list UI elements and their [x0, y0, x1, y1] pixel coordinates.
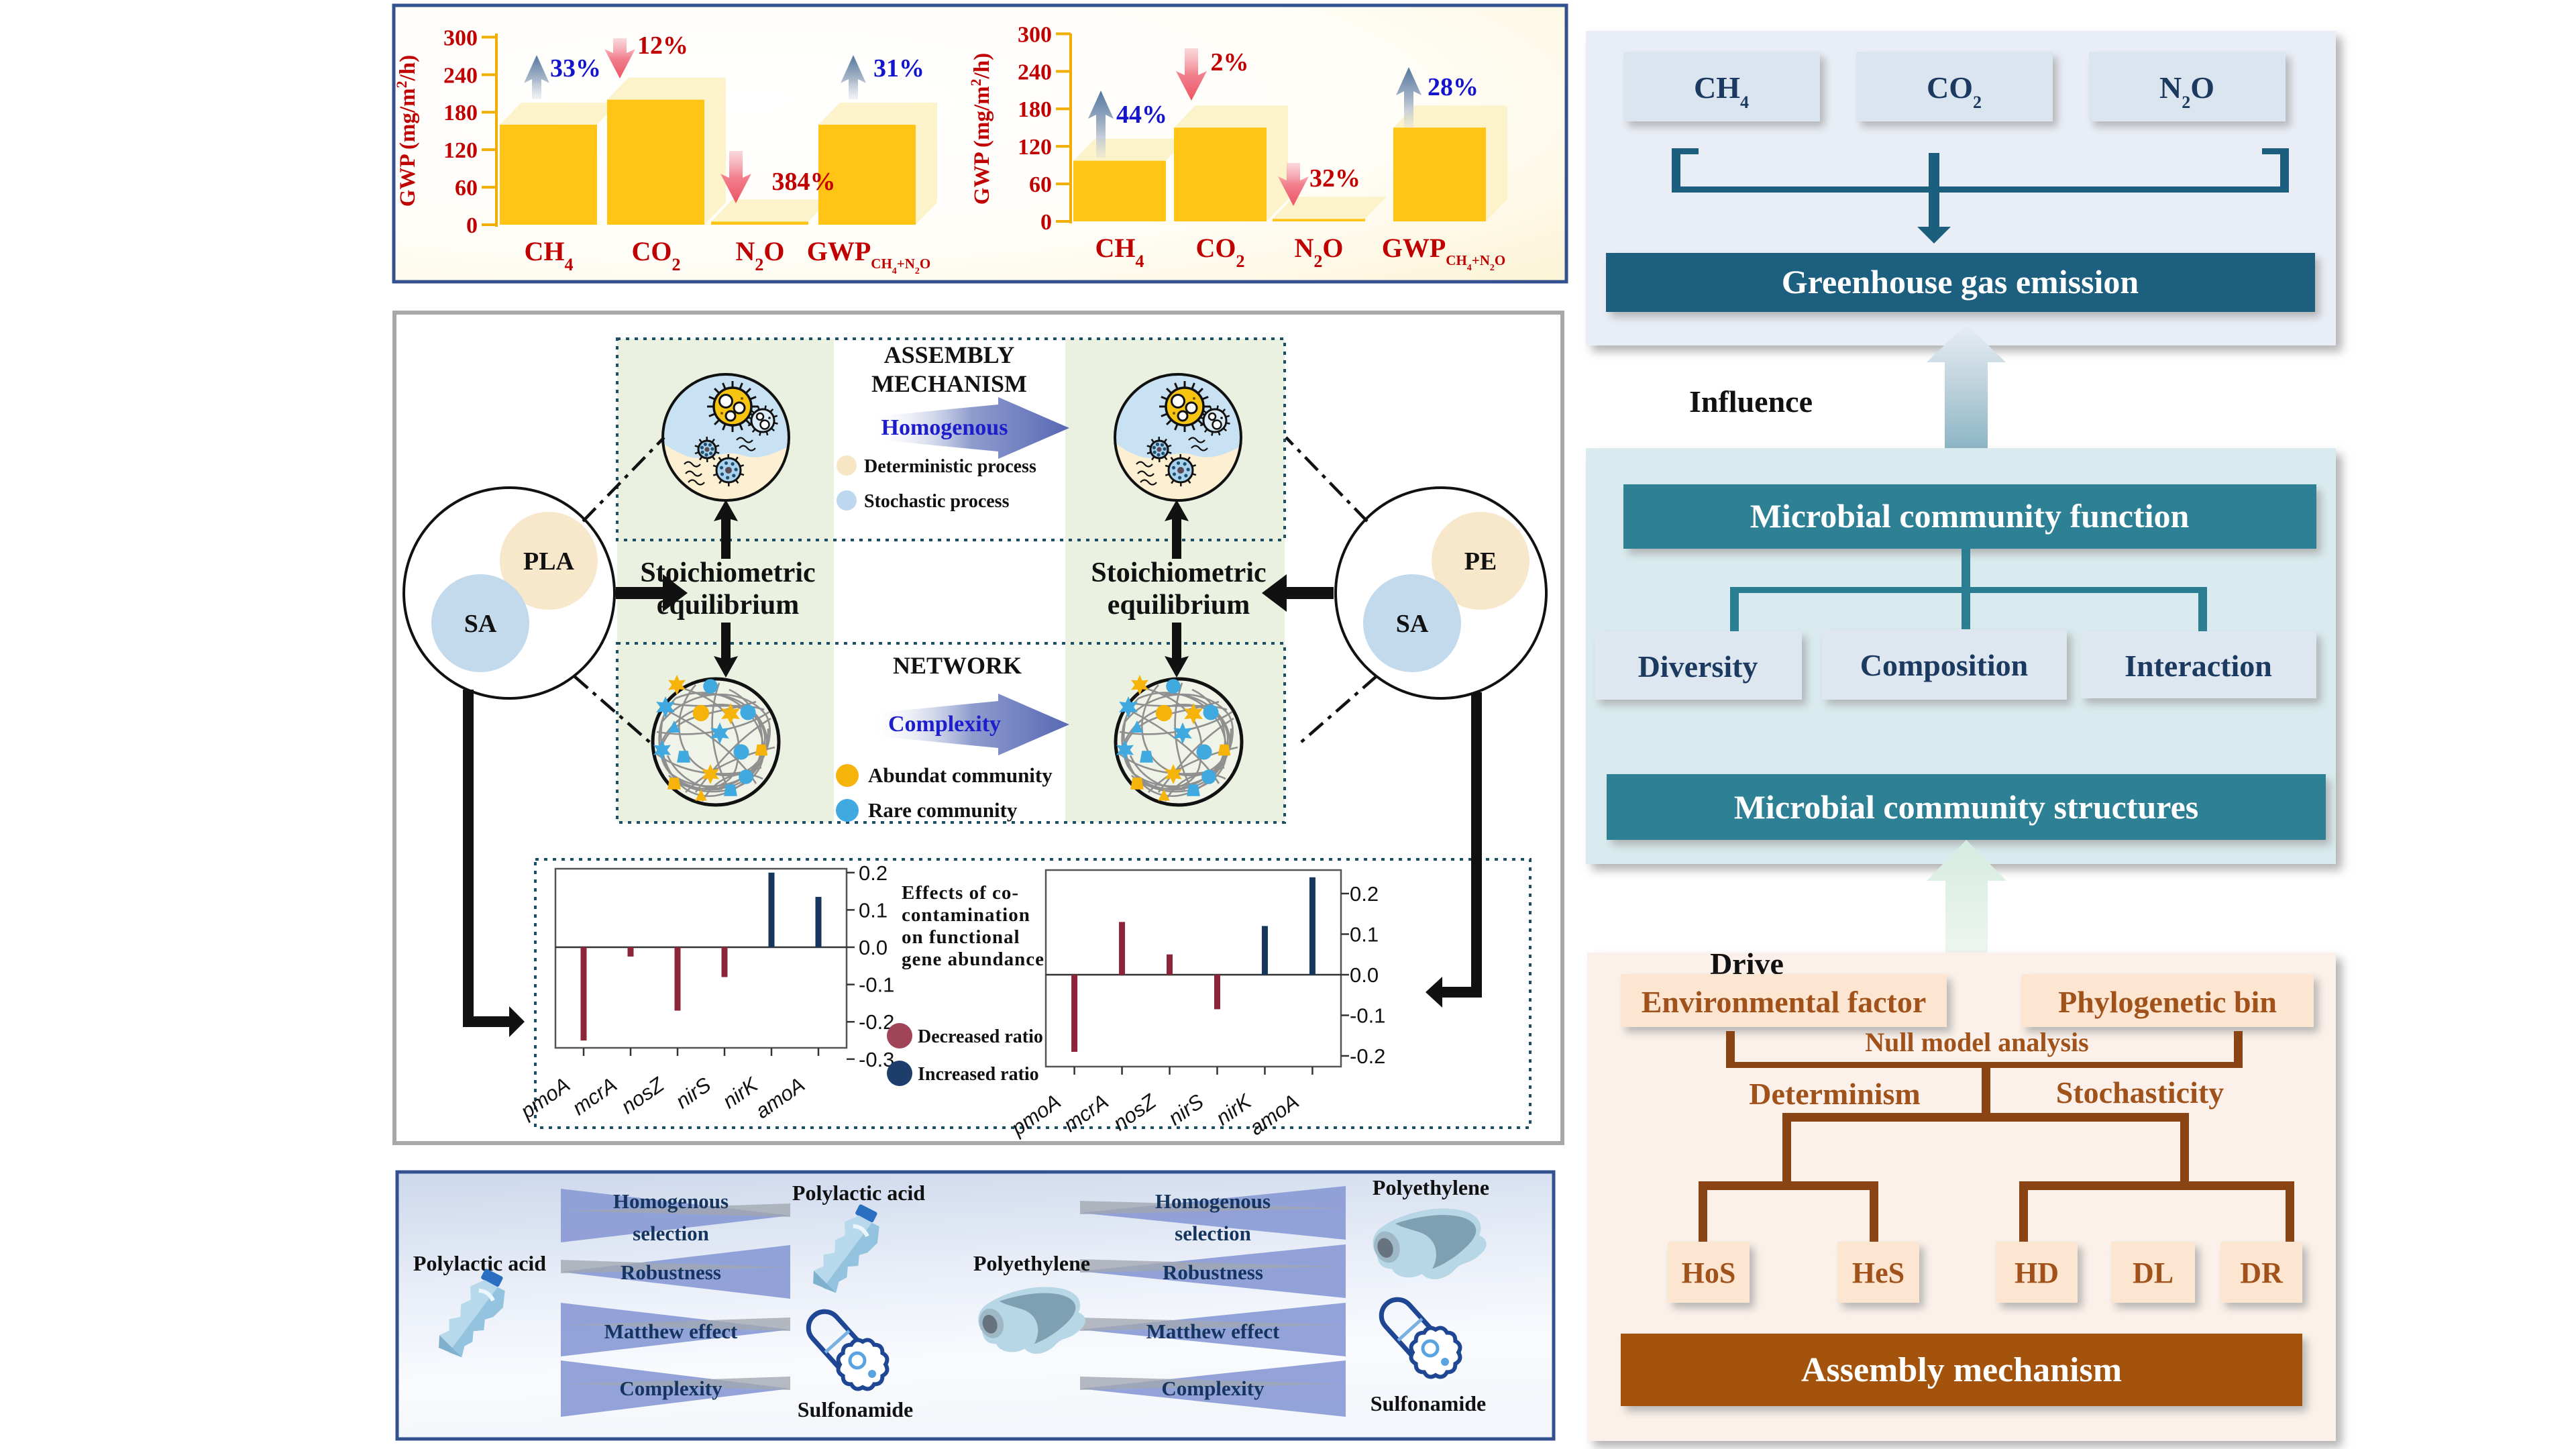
- svg-text:0: 0: [1040, 210, 1052, 235]
- svg-text:Deterministic process: Deterministic process: [864, 456, 1036, 477]
- svg-text:0.1: 0.1: [1350, 923, 1379, 947]
- svg-text:GWP (mg/m2/h): GWP (mg/m2/h): [967, 53, 995, 205]
- svg-text:33%: 33%: [550, 54, 601, 83]
- svg-text:HD: HD: [2015, 1256, 2059, 1289]
- svg-text:Influence: Influence: [1689, 384, 1813, 419]
- svg-text:180: 180: [443, 101, 478, 125]
- svg-text:Complexity: Complexity: [619, 1377, 722, 1400]
- svg-text:Sulfonamide: Sulfonamide: [1371, 1391, 1486, 1415]
- svg-text:28%: 28%: [1428, 73, 1479, 101]
- svg-text:selection: selection: [1175, 1222, 1251, 1245]
- svg-text:HoS: HoS: [1682, 1256, 1736, 1289]
- svg-text:on functional: on functional: [902, 926, 1020, 948]
- svg-text:Stoichiometric: Stoichiometric: [1091, 557, 1266, 588]
- svg-text:PE: PE: [1464, 547, 1497, 576]
- svg-text:SA: SA: [1396, 610, 1429, 638]
- svg-text:Polyethylene: Polyethylene: [973, 1251, 1090, 1275]
- svg-text:180: 180: [1018, 97, 1052, 122]
- svg-text:384%: 384%: [772, 168, 836, 196]
- svg-text:Null model analysis: Null model analysis: [1865, 1027, 2088, 1057]
- svg-text:Greenhouse gas emission: Greenhouse gas emission: [1782, 263, 2139, 301]
- svg-text:Robustness: Robustness: [1163, 1260, 1263, 1284]
- svg-text:Interaction: Interaction: [2125, 649, 2272, 683]
- svg-text:GWP (mg/m2/h): GWP (mg/m2/h): [393, 55, 421, 207]
- svg-text:-0.1: -0.1: [1350, 1004, 1385, 1028]
- svg-text:240: 240: [1018, 60, 1052, 85]
- svg-text:0: 0: [466, 213, 478, 238]
- svg-text:Effects of co-: Effects of co-: [902, 882, 1019, 904]
- svg-text:Microbial community structures: Microbial community structures: [1734, 788, 2199, 826]
- svg-text:0.2: 0.2: [1350, 882, 1379, 906]
- svg-text:contamination: contamination: [902, 904, 1030, 926]
- svg-text:240: 240: [443, 63, 478, 88]
- svg-text:32%: 32%: [1309, 164, 1360, 193]
- svg-text:2%: 2%: [1211, 48, 1249, 76]
- svg-text:Homogenous: Homogenous: [613, 1189, 729, 1213]
- svg-text:Microbial community function: Microbial community function: [1750, 497, 2190, 535]
- svg-text:Polylactic acid: Polylactic acid: [792, 1181, 925, 1205]
- svg-text:Polylactic acid: Polylactic acid: [413, 1251, 546, 1275]
- svg-text:Increased ratio: Increased ratio: [918, 1064, 1039, 1085]
- svg-text:Decreased ratio: Decreased ratio: [918, 1026, 1043, 1047]
- svg-text:Homogenous: Homogenous: [881, 415, 1008, 440]
- svg-text:Environmental factor: Environmental factor: [1642, 985, 1927, 1019]
- svg-text:Polyethylene: Polyethylene: [1373, 1175, 1489, 1199]
- svg-text:Robustness: Robustness: [621, 1260, 721, 1284]
- svg-text:HeS: HeS: [1852, 1256, 1904, 1289]
- svg-text:DL: DL: [2133, 1256, 2174, 1289]
- svg-text:Matthew effect: Matthew effect: [604, 1320, 738, 1343]
- svg-text:300: 300: [443, 25, 478, 50]
- svg-text:equilibrium: equilibrium: [1108, 590, 1250, 621]
- svg-text:Composition: Composition: [1860, 648, 2028, 682]
- svg-text:selection: selection: [633, 1222, 709, 1245]
- svg-text:44%: 44%: [1116, 101, 1167, 129]
- svg-text:Determinism: Determinism: [1749, 1077, 1920, 1111]
- svg-text:Diversity: Diversity: [1638, 649, 1758, 684]
- svg-text:PLA: PLA: [523, 547, 575, 576]
- svg-text:120: 120: [1018, 135, 1052, 160]
- svg-text:Stochasticity: Stochasticity: [2056, 1075, 2224, 1110]
- svg-text:Stochastic process: Stochastic process: [864, 491, 1010, 512]
- svg-text:120: 120: [443, 138, 478, 163]
- svg-text:Rare community: Rare community: [868, 798, 1018, 822]
- svg-text:31%: 31%: [873, 54, 924, 83]
- svg-text:ASSEMBLY: ASSEMBLY: [884, 341, 1015, 368]
- svg-text:SA: SA: [464, 610, 497, 638]
- svg-text:60: 60: [1029, 172, 1052, 197]
- svg-text:0.2: 0.2: [859, 861, 888, 885]
- svg-text:-0.2: -0.2: [1350, 1044, 1385, 1068]
- svg-text:0.1: 0.1: [859, 898, 888, 922]
- svg-text:300: 300: [1018, 22, 1052, 47]
- svg-text:DR: DR: [2240, 1256, 2284, 1289]
- svg-text:Abundat community: Abundat community: [868, 763, 1053, 787]
- svg-text:Sulfonamide: Sulfonamide: [798, 1397, 913, 1421]
- svg-text:Phylogenetic bin: Phylogenetic bin: [2058, 985, 2277, 1019]
- svg-text:12%: 12%: [637, 32, 688, 60]
- svg-text:Matthew effect: Matthew effect: [1146, 1320, 1280, 1343]
- svg-text:Complexity: Complexity: [888, 712, 1001, 737]
- svg-text:NETWORK: NETWORK: [893, 652, 1022, 679]
- svg-text:MECHANISM: MECHANISM: [871, 370, 1027, 397]
- svg-text:gene abundance: gene abundance: [902, 949, 1044, 970]
- svg-text:Complexity: Complexity: [1161, 1377, 1265, 1400]
- svg-text:0.0: 0.0: [859, 936, 888, 959]
- svg-text:Homogenous: Homogenous: [1155, 1189, 1271, 1213]
- svg-text:60: 60: [455, 176, 478, 201]
- svg-text:-0.1: -0.1: [859, 973, 894, 997]
- svg-text:Assembly mechanism: Assembly mechanism: [1801, 1351, 2122, 1389]
- svg-text:0.0: 0.0: [1350, 963, 1379, 987]
